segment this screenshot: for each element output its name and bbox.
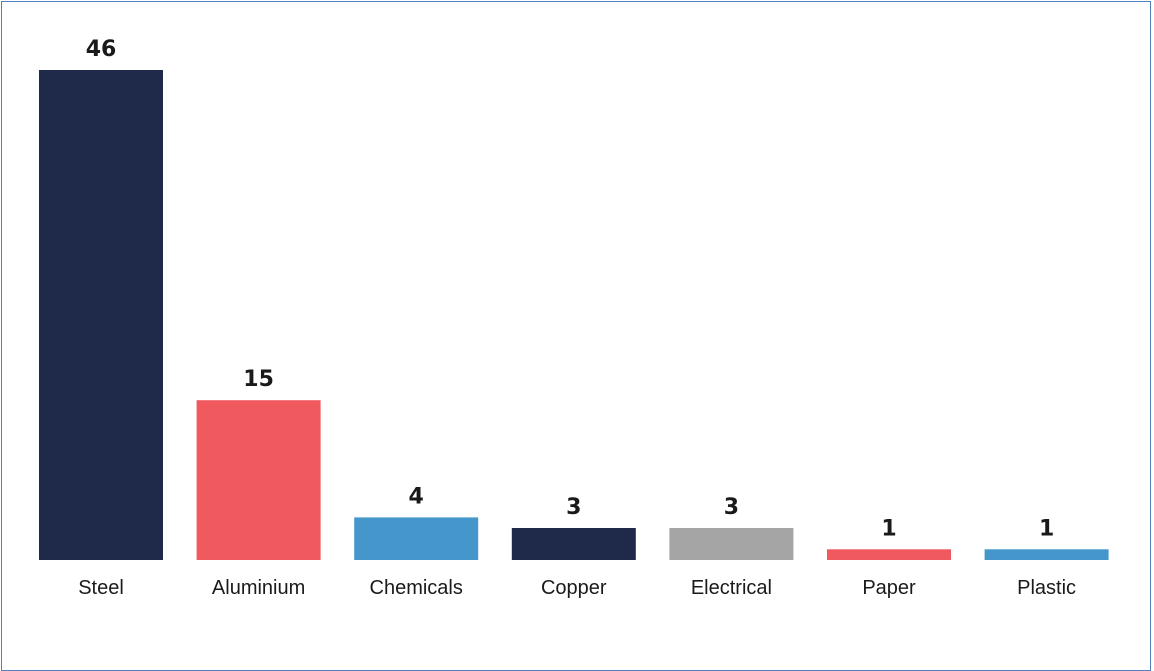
data-label-steel: 46 xyxy=(86,37,117,62)
bar-copper xyxy=(511,528,636,560)
data-label-aluminium: 15 xyxy=(243,367,274,392)
category-label-paper: Paper xyxy=(862,577,916,599)
category-label-copper: Copper xyxy=(541,577,607,599)
category-label-electrical: Electrical xyxy=(691,577,772,599)
category-label-aluminium: Aluminium xyxy=(212,577,305,599)
bars-group xyxy=(39,70,1109,560)
bar-paper xyxy=(827,549,951,560)
bar-chemicals xyxy=(354,517,479,560)
bar-electrical xyxy=(669,528,794,560)
data-label-copper: 3 xyxy=(566,495,581,520)
data-labels-group: 46 15 4 3 3 1 1 xyxy=(86,37,1055,541)
data-label-electrical: 3 xyxy=(724,495,739,520)
category-label-chemicals: Chemicals xyxy=(370,577,463,599)
bar-plastic xyxy=(984,549,1109,560)
category-labels-group: Steel Aluminium Chemicals Copper Electrical P… xyxy=(78,577,1076,599)
data-label-chemicals: 4 xyxy=(409,484,424,509)
category-label-plastic: Plastic xyxy=(1017,577,1076,599)
category-label-steel: Steel xyxy=(78,577,124,599)
data-label-plastic: 1 xyxy=(1039,516,1054,541)
data-label-paper: 1 xyxy=(881,516,896,541)
bar-aluminium xyxy=(196,400,321,560)
bar-steel xyxy=(39,70,163,560)
